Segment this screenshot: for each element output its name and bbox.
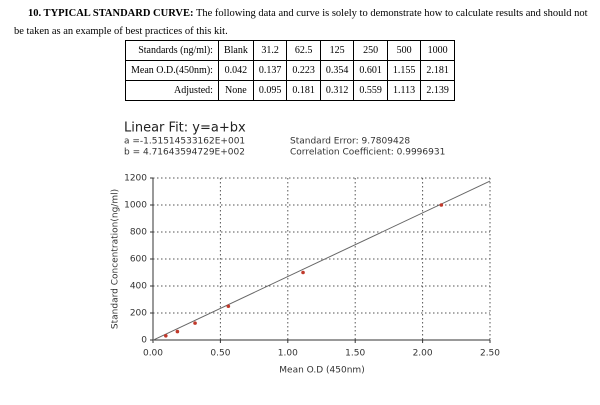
chart-title: Linear Fit: y=a+bx	[124, 121, 246, 136]
data-point	[439, 203, 444, 207]
table-cell: 0.042	[217, 60, 254, 81]
y-tick-label: 1200	[124, 174, 147, 184]
data-point	[301, 270, 305, 275]
body-text: The following data and curve is solely t…	[14, 8, 588, 37]
table-row: Mean O.D.(450nm): 0.042 0.137 0.223 0.354 0.6…	[125, 60, 455, 81]
y-tick-label: 800	[130, 228, 147, 238]
y-tick-label: 600	[130, 255, 147, 265]
table-row: Adjusted: None 0.095 0.181 0.312 0.559 1.113 2.…	[125, 80, 455, 101]
y-tick-label: 200	[130, 309, 147, 319]
table-cell: 0.559	[353, 80, 388, 101]
y-tick-label: 400	[130, 282, 147, 292]
fit-line	[152, 180, 491, 341]
y-axis-label: Standard Concentration(ng/ml)	[111, 189, 121, 329]
annotation: a =-1.51514533162E+001	[124, 137, 245, 147]
data-point	[164, 333, 168, 338]
paragraph: 10. TYPICAL STANDARD CURVE: The followin…	[14, 5, 589, 41]
x-tick-label: 2.50	[480, 349, 500, 359]
standards-table: Standards (ng/ml): Blank 31.2 62.5 125 250 500…	[125, 40, 455, 101]
data-point	[226, 304, 231, 309]
annotation: Correlation Coefficient: 0.9996931	[290, 148, 445, 158]
annotation: b = 4.71643594729E+002	[124, 148, 245, 158]
table-cell: 2.139	[420, 80, 455, 101]
heading: 10. TYPICAL STANDARD CURVE:	[28, 8, 194, 19]
data-point	[175, 329, 180, 334]
y-tick-label: 1000	[124, 201, 147, 211]
data-point	[193, 321, 197, 325]
x-tick-label: 1.00	[278, 349, 298, 359]
x-tick-label: 2.00	[413, 349, 433, 359]
x-tick-label: 0.50	[210, 349, 230, 359]
x-tick-label: 0.00	[143, 349, 163, 359]
table-cell: Adjusted:	[125, 80, 219, 101]
x-tick-label: 1.50	[345, 349, 365, 359]
x-axis-label: Mean O.D (450nm)	[279, 366, 364, 376]
table-cell: None	[217, 80, 254, 101]
y-tick-label: 0	[141, 336, 147, 346]
annotation: Standard Error: 9.7809428	[290, 137, 410, 147]
